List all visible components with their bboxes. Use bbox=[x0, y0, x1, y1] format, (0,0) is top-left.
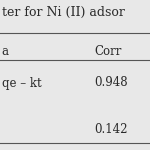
Text: Corr: Corr bbox=[94, 45, 122, 58]
Text: qe – kt: qe – kt bbox=[2, 76, 41, 90]
Text: a: a bbox=[2, 45, 9, 58]
Text: 0.142: 0.142 bbox=[94, 123, 128, 136]
Text: 0.948: 0.948 bbox=[94, 76, 128, 90]
Text: ter for Ni (II) adsor: ter for Ni (II) adsor bbox=[2, 6, 124, 19]
